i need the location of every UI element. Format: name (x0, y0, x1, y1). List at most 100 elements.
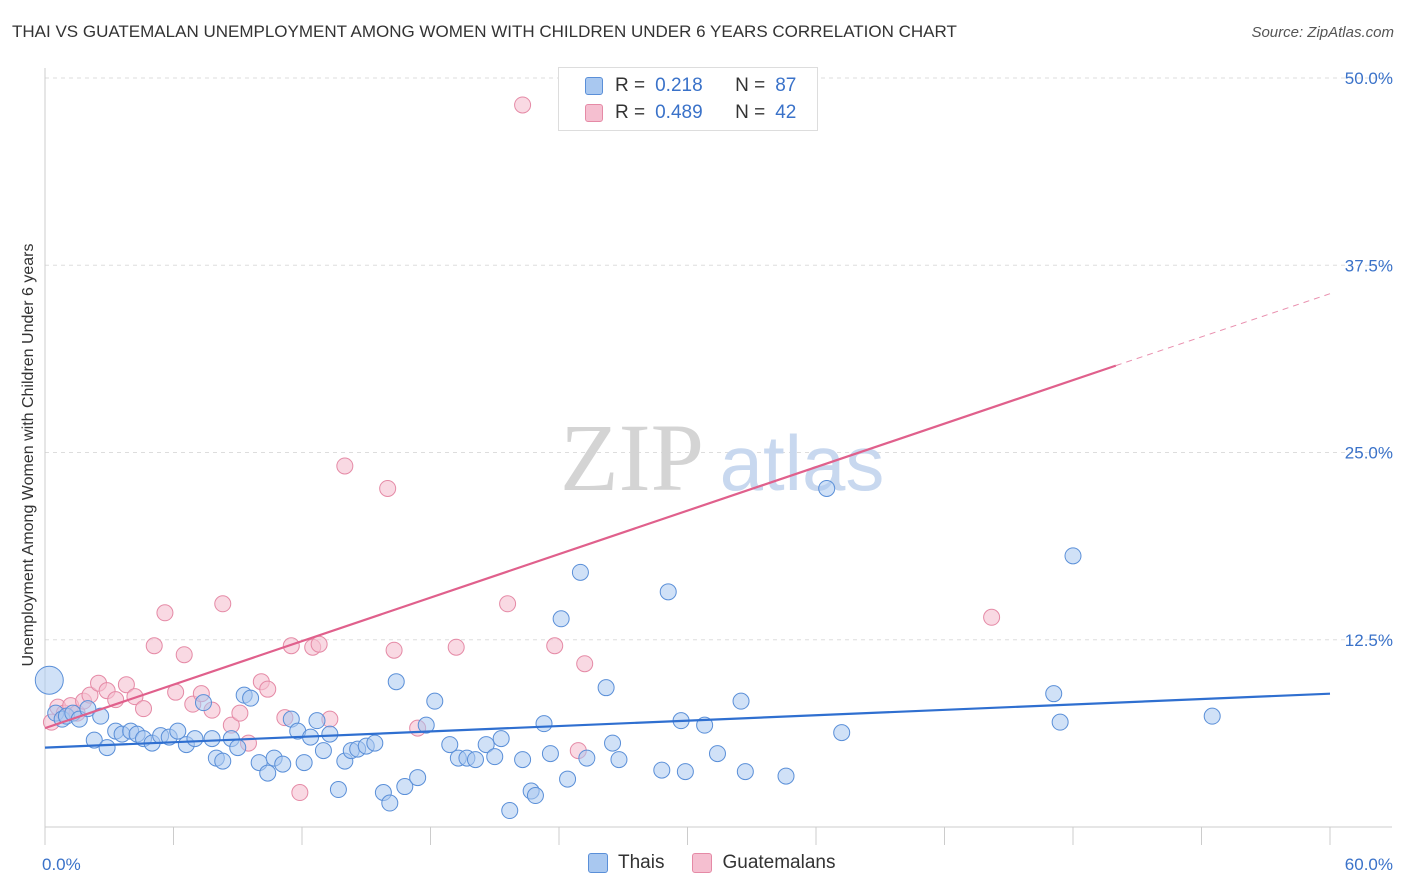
thais-point (833, 724, 851, 742)
thais-point (242, 689, 260, 707)
x-tick-label-max: 60.0% (1345, 855, 1393, 874)
guatemalans-point (214, 595, 232, 613)
y-tick-label: 25.0% (1345, 444, 1393, 463)
thais-point (396, 778, 414, 796)
guatemalans-point (546, 637, 564, 655)
y-tick-label: 50.0% (1345, 69, 1393, 88)
thais-point (295, 754, 313, 772)
thais-point (571, 563, 589, 581)
thais-point (98, 739, 116, 757)
thais-point (186, 730, 204, 748)
thais-point (441, 736, 459, 754)
thais-point (659, 583, 677, 601)
thais-point (708, 745, 726, 763)
watermark-atlas: atlas (720, 419, 885, 507)
y-tick-label: 37.5% (1345, 256, 1393, 275)
guatemalans-point (117, 676, 135, 694)
guatemalans-n-value: 42 (775, 102, 797, 123)
thais-r-value: 0.218 (655, 75, 703, 96)
correlation-legend: R = 0.218 N = 87 R = 0.489 N = 42 (558, 67, 818, 131)
thais-point (314, 742, 332, 760)
guatemalans-point (135, 700, 153, 718)
guatemalans-point (983, 608, 1001, 626)
trend-lines (44, 293, 1331, 749)
guatemalans-point (291, 784, 309, 802)
thais-point (578, 749, 596, 767)
thais-point (736, 763, 754, 781)
thais-point (1203, 707, 1221, 725)
guatemalans-point (379, 479, 397, 497)
thais-point (229, 739, 247, 757)
axes (44, 68, 1392, 845)
thais-point (387, 673, 405, 691)
thais-point (203, 730, 221, 748)
thais-point (732, 692, 750, 710)
thais-point (329, 781, 347, 799)
guatemalans-point (231, 704, 249, 722)
x-tick-labels: 0.0% 60.0% (42, 855, 1393, 874)
y-tick-label: 12.5% (1345, 631, 1393, 650)
r-label: R = (615, 75, 646, 96)
guatemalans-trend-extension (1115, 293, 1331, 367)
guatemalans-swatch (585, 104, 603, 122)
thais-point (501, 802, 519, 820)
thais-n-value: 87 (775, 75, 797, 96)
thais-point (552, 610, 570, 628)
thais-legend-swatch (588, 853, 608, 873)
guatemalans-point (385, 641, 403, 659)
thais-point (214, 752, 232, 770)
thais-point (526, 787, 544, 805)
guatemalans-point (156, 604, 174, 622)
thais-point (676, 763, 694, 781)
thais-point (85, 731, 103, 749)
grid-lines (45, 77, 1392, 641)
r-label: R = (615, 102, 646, 123)
guatemalans-legend-swatch (692, 853, 713, 873)
guatemalans-legend-label: Guatemalans (722, 852, 836, 873)
thais-points (34, 479, 1221, 820)
legend-row-thais: R = 0.218 N = 87 (585, 74, 796, 98)
guatemalans-point (145, 637, 163, 655)
guatemalans-point (514, 96, 532, 114)
thais-point (1045, 685, 1063, 703)
thais-point (466, 751, 484, 769)
thais-swatch (585, 77, 603, 95)
thais-point (653, 761, 671, 779)
guatemalans-point (175, 646, 193, 664)
thais-point (1051, 713, 1069, 731)
thais-point (34, 665, 64, 695)
guatemalans-point (310, 635, 328, 653)
thais-point (777, 767, 795, 785)
source-label: Source: ZipAtlas.com (1251, 24, 1394, 41)
guatemalans-trend-line (44, 364, 1117, 730)
thais-point (274, 755, 292, 773)
thais-point (597, 679, 615, 697)
thais-point (1064, 547, 1082, 565)
y-tick-labels: 12.5% 25.0% 37.5% 50.0% (1345, 69, 1393, 650)
legend-row-guatemalans: R = 0.489 N = 42 (585, 101, 796, 125)
n-label: N = (735, 75, 766, 96)
guatemalans-point (576, 655, 594, 673)
thais-point (321, 725, 339, 743)
thais-legend-label: Thais (618, 852, 665, 873)
thais-point (194, 694, 212, 712)
guatemalans-point (259, 680, 277, 698)
thais-point (366, 734, 384, 752)
chart-title: THAI VS GUATEMALAN UNEMPLOYMENT AMONG WO… (12, 22, 957, 41)
thais-point (426, 692, 444, 710)
thais-point (535, 715, 553, 733)
watermark: ZIP atlas (560, 404, 884, 511)
thais-point (381, 794, 399, 812)
thais-point (409, 769, 427, 787)
thais-point (604, 734, 622, 752)
thais-point (486, 748, 504, 766)
thais-point (514, 751, 532, 769)
legend-item-guatemalans: Guatemalans (692, 852, 835, 874)
thais-point (417, 716, 435, 734)
thais-trend-line (44, 692, 1331, 749)
thais-point (492, 730, 510, 748)
thais-point (259, 764, 277, 782)
watermark-zip: ZIP (560, 404, 704, 511)
thais-point (610, 751, 628, 769)
